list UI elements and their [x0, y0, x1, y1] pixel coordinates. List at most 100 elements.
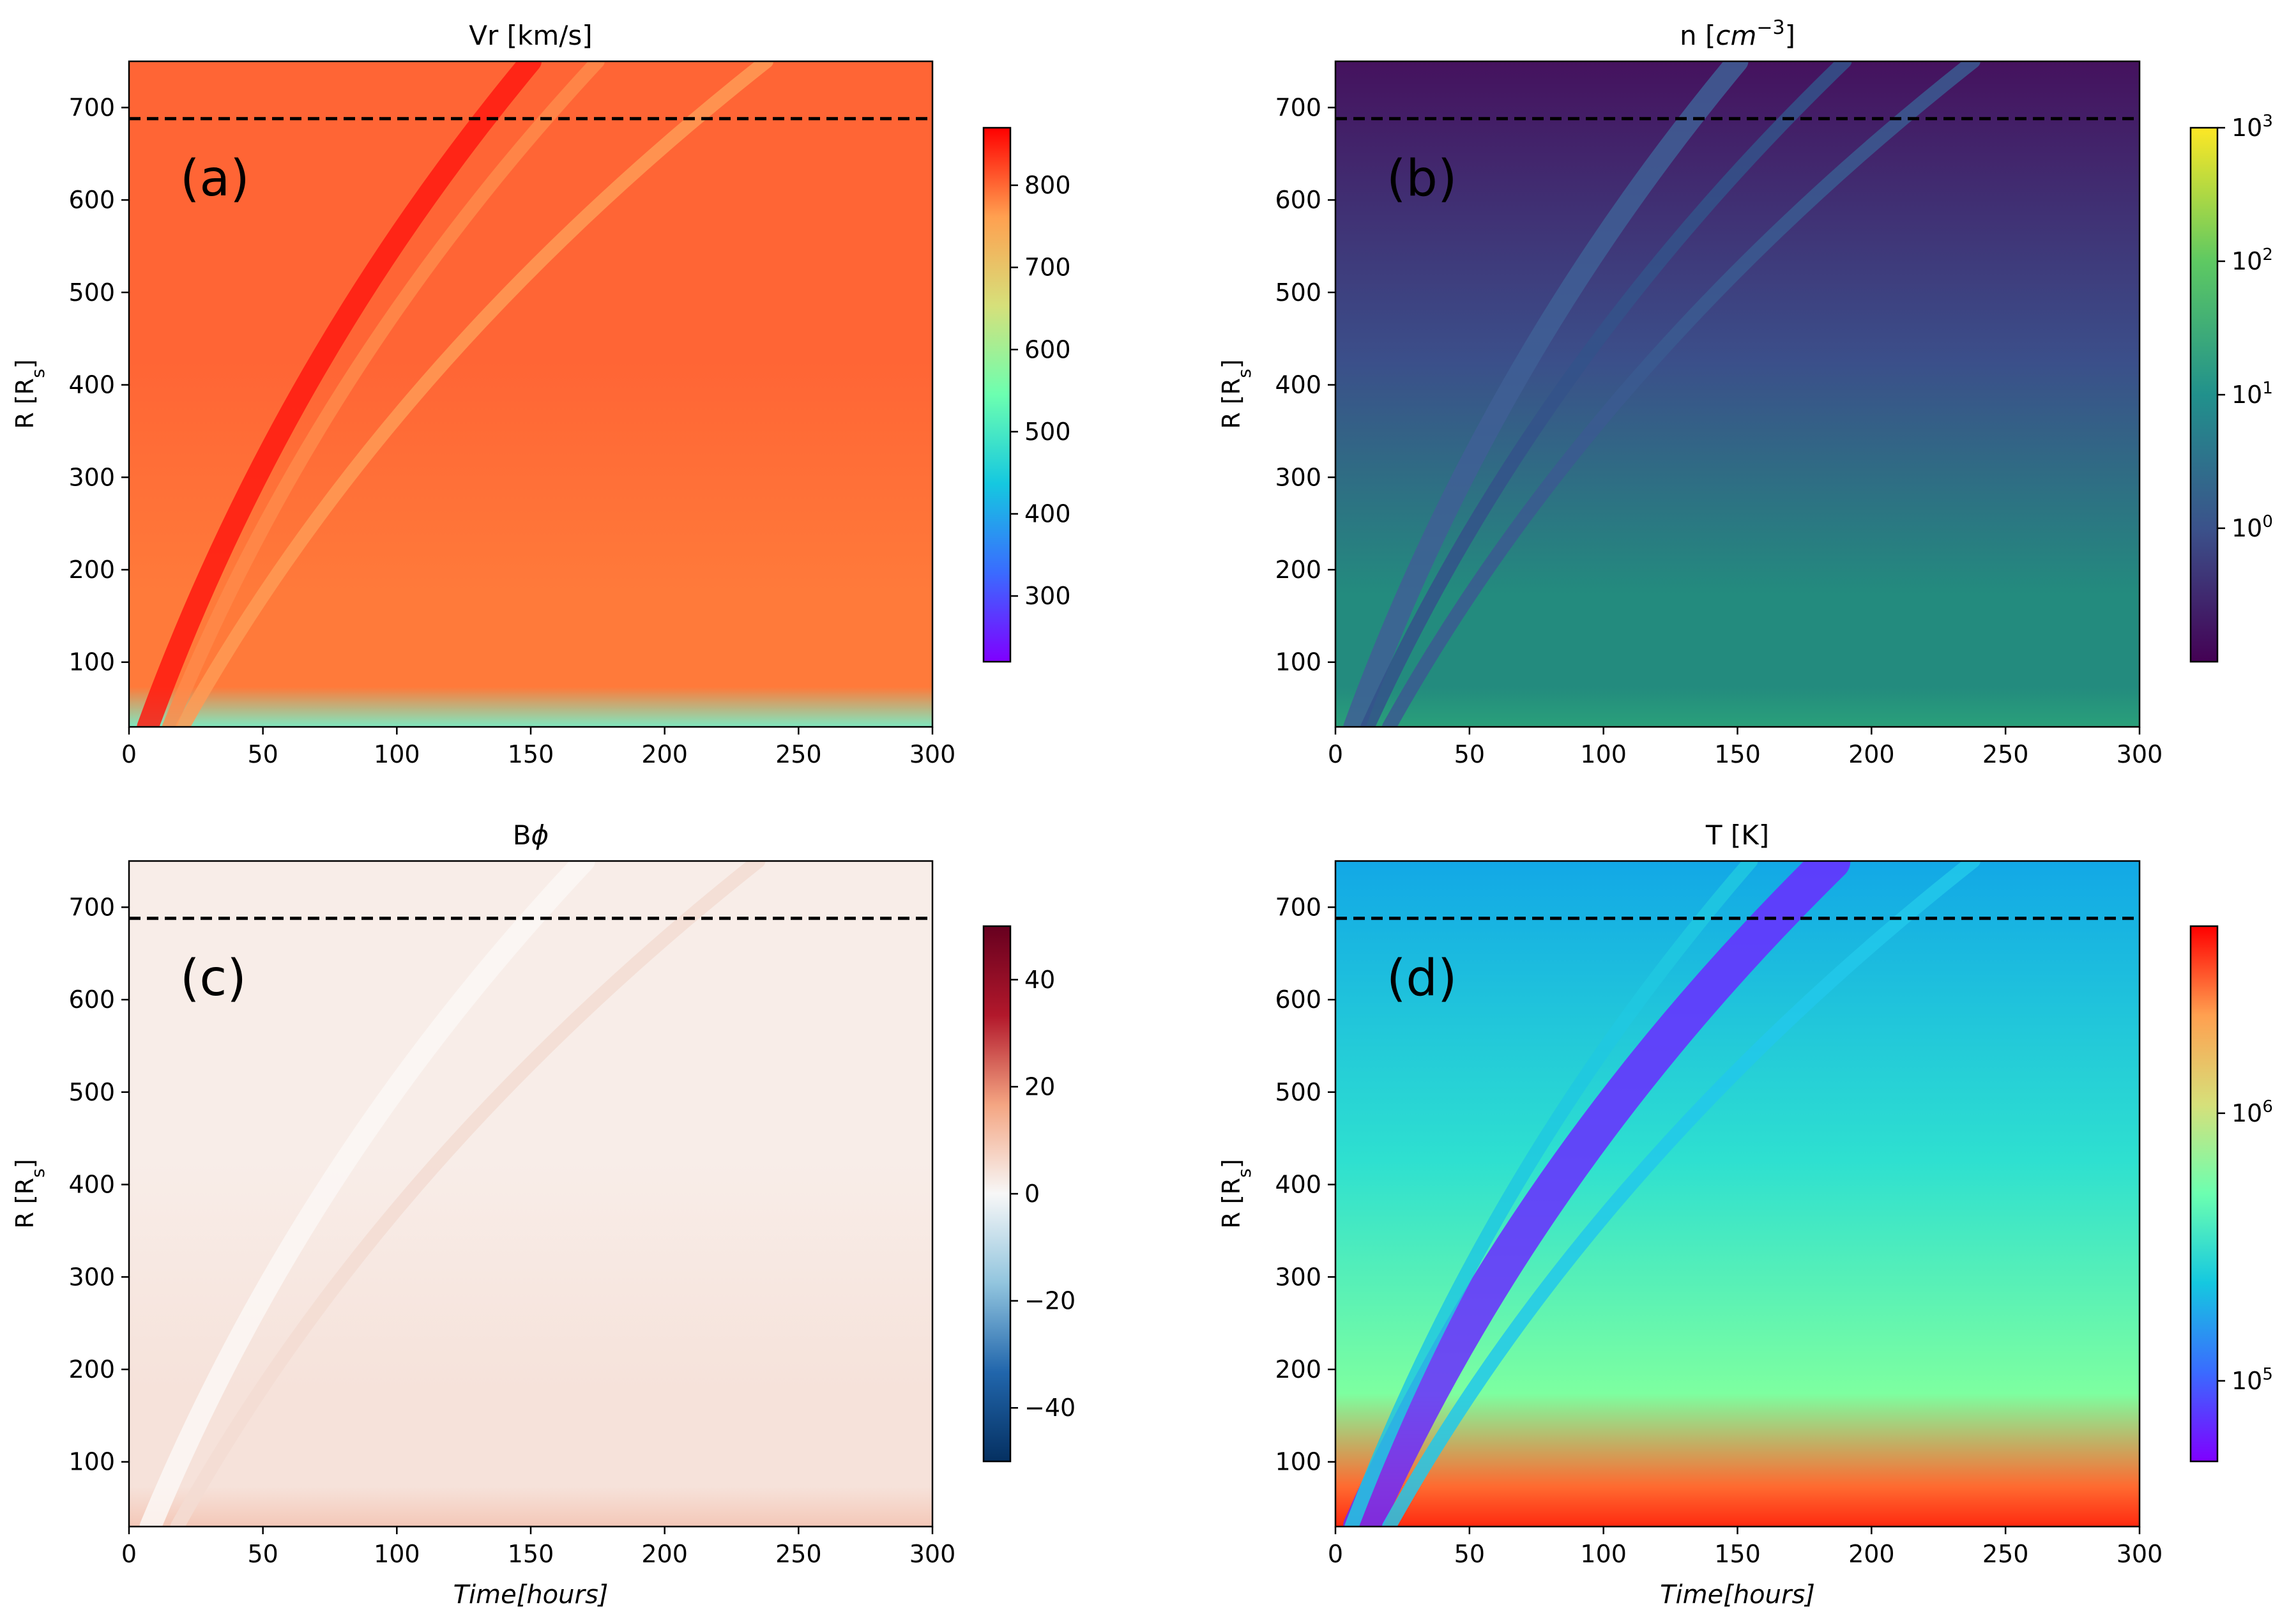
heatmap-background	[129, 861, 932, 1527]
feature-band-3	[1381, 61, 1980, 727]
panel-title: Vr [km/s]	[469, 20, 592, 51]
x-tick-label: 150	[508, 740, 554, 768]
y-tick-label: 200	[1275, 556, 1321, 584]
feature-band-3	[1381, 861, 1980, 1527]
x-tick-label: 100	[374, 740, 420, 768]
panel-label: (c)	[180, 950, 247, 1007]
colorbar-tick-label: −20	[1024, 1287, 1076, 1315]
y-tick-label: 100	[68, 648, 115, 676]
x-tick-label: 250	[1982, 1540, 2029, 1568]
y-tick-label: 600	[68, 186, 115, 214]
y-tick-label: 500	[1275, 278, 1321, 307]
y-tick-label: 400	[1275, 1171, 1321, 1199]
colorbar	[2189, 925, 2219, 1463]
y-axis-label: R [Rs]	[11, 1159, 49, 1228]
panel-label: (b)	[1387, 150, 1457, 208]
y-tick-label: 100	[68, 1448, 115, 1476]
x-tick-label: 300	[909, 1540, 956, 1568]
heatmap-field	[129, 861, 932, 1527]
colorbar-tick-label: 600	[1024, 335, 1071, 363]
colorbar-tick-label: −40	[1024, 1394, 1076, 1422]
heatmap-field	[1335, 61, 2140, 727]
y-tick-label: 700	[68, 893, 115, 921]
x-axis-label: Time[hours]	[1660, 1580, 1815, 1610]
y-tick-label: 700	[1275, 93, 1321, 121]
feature-band-2	[1344, 861, 1758, 1527]
colorbar-tick-label: 105	[2231, 1365, 2273, 1395]
colorbar-tick-label: 700	[1024, 254, 1071, 282]
y-tick-label: 100	[1275, 1448, 1321, 1476]
x-tick-label: 250	[775, 740, 822, 768]
feature-band-1	[1343, 61, 1749, 727]
x-tick-label: 150	[1714, 1540, 1761, 1568]
x-tick-label: 250	[775, 1540, 822, 1568]
y-axis-label: R [Rs]	[1217, 359, 1255, 429]
y-tick-label: 500	[1275, 1078, 1321, 1106]
colorbar	[982, 126, 1012, 663]
panel-c: 0 50 100 150 200 250 300100200300400500600700R…	[11, 819, 1076, 1610]
colorbar-tick-label: 40	[1024, 966, 1055, 994]
feature-band-1	[1342, 861, 1851, 1527]
y-tick-label: 500	[68, 1078, 115, 1106]
y-tick-label: 700	[1275, 893, 1321, 921]
x-tick-label: 50	[247, 1540, 278, 1568]
feature-band-1	[139, 861, 595, 1527]
colorbar-tick-label: 100	[2231, 512, 2273, 542]
y-tick-label: 400	[1275, 371, 1321, 399]
colorbar-tick-label: 0	[1024, 1180, 1040, 1208]
feature-band-2	[170, 861, 766, 1527]
x-tick-label: 250	[1982, 740, 2029, 768]
x-tick-label: 200	[641, 740, 688, 768]
colorbar-tick-label: 20	[1024, 1072, 1055, 1101]
feature-band-1	[137, 61, 542, 727]
feature-band-3	[175, 61, 774, 727]
y-tick-label: 200	[68, 1355, 115, 1383]
y-tick-label: 200	[68, 556, 115, 584]
y-tick-label: 200	[1275, 1355, 1321, 1383]
colorbar	[2189, 126, 2219, 663]
y-tick-label: 400	[68, 371, 115, 399]
y-tick-label: 500	[68, 278, 115, 307]
x-tick-label: 100	[1580, 1540, 1627, 1568]
panel-label: (d)	[1387, 950, 1457, 1007]
y-tick-label: 600	[68, 986, 115, 1014]
x-tick-label: 300	[2117, 740, 2163, 768]
x-tick-label: 50	[247, 740, 278, 768]
colorbar-tick-label: 106	[2231, 1097, 2273, 1127]
y-tick-label: 300	[68, 1263, 115, 1291]
panel-title: n [cm−3]	[1680, 17, 1795, 52]
colorbar-tick-label: 800	[1024, 171, 1071, 199]
colorbar	[982, 925, 1012, 1463]
colorbar-tick-label: 103	[2231, 112, 2273, 142]
x-axis-label: Time[hours]	[453, 1580, 609, 1610]
y-axis-label: R [Rs]	[1217, 1159, 1255, 1228]
y-tick-label: 400	[68, 1171, 115, 1199]
y-tick-label: 300	[68, 463, 115, 491]
colorbar-tick-label: 101	[2231, 379, 2273, 409]
x-tick-label: 200	[1848, 740, 1895, 768]
x-tick-label: 100	[1580, 740, 1627, 768]
x-tick-label: 0	[121, 740, 137, 768]
feature-band-2	[162, 61, 605, 727]
panel-title: Bϕ	[513, 819, 549, 851]
x-tick-label: 50	[1454, 740, 1485, 768]
y-tick-label: 600	[1275, 986, 1321, 1014]
x-tick-label: 200	[1848, 1540, 1895, 1568]
x-tick-label: 150	[1714, 740, 1761, 768]
x-tick-label: 150	[508, 1540, 554, 1568]
heatmap-field	[129, 61, 932, 727]
x-tick-label: 200	[641, 1540, 688, 1568]
heatmap-background	[129, 61, 932, 727]
y-tick-label: 300	[1275, 463, 1321, 491]
panel-d: 0 50 100 150 200 250 300 100 200 300 400 500 600 700 R…	[1217, 819, 2273, 1610]
colorbar-tick-label: 300	[1024, 582, 1071, 610]
y-tick-label: 600	[1275, 186, 1321, 214]
y-tick-label: 100	[1275, 648, 1321, 676]
x-tick-label: 50	[1454, 1540, 1485, 1568]
heatmap-field	[1335, 861, 2140, 1527]
colorbar-tick-label: 500	[1024, 418, 1071, 446]
panel-a: 0 50 100 150 200 250 300 100 200 300 400 500 600 700 R…	[11, 20, 1071, 768]
x-tick-label: 0	[1328, 1540, 1343, 1568]
x-tick-label: 300	[909, 740, 956, 768]
